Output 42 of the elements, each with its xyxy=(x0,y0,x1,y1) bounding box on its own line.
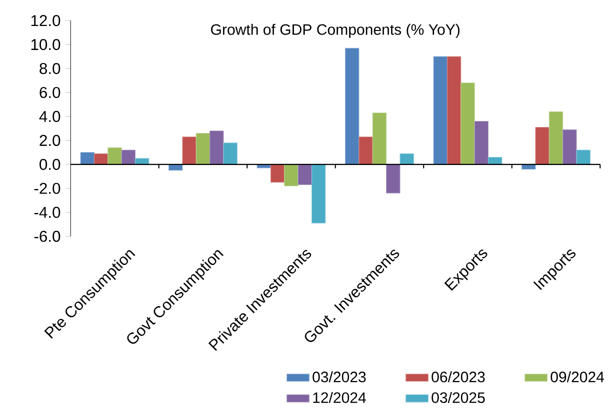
bar xyxy=(182,136,196,165)
bar xyxy=(223,142,238,165)
bar xyxy=(270,164,285,183)
legend-label: 06/2023 xyxy=(432,371,485,382)
y-tick-label: -2.0 xyxy=(34,182,60,194)
bar xyxy=(548,111,564,165)
bar xyxy=(345,48,360,165)
bar xyxy=(284,164,298,186)
bar xyxy=(400,153,414,165)
bar xyxy=(134,158,150,165)
y-tick-label: 2.0 xyxy=(40,134,60,146)
legend-label: 03/2023 xyxy=(312,371,366,382)
bar xyxy=(576,150,590,165)
legend-label: 03/2025 xyxy=(432,392,485,403)
bar xyxy=(386,164,400,194)
y-tick-label: -4.0 xyxy=(34,206,60,218)
bar xyxy=(298,164,312,186)
y-tick-label: 0.0 xyxy=(40,158,60,170)
bar xyxy=(488,156,502,165)
legend-label: 12/2024 xyxy=(313,392,366,403)
y-tick-label: 4.0 xyxy=(39,110,60,122)
bar xyxy=(358,136,373,165)
bar xyxy=(210,130,224,165)
bar xyxy=(562,129,577,165)
chart-title: Growth of GDP Components (% YoY) xyxy=(211,24,460,38)
y-tick-label: 10.0 xyxy=(31,38,60,50)
y-tick-label: 8.0 xyxy=(40,62,60,74)
y-tick-label: 12.0 xyxy=(31,15,60,26)
bar xyxy=(446,56,462,165)
bar xyxy=(433,56,448,165)
bar xyxy=(311,164,326,224)
bar xyxy=(474,120,489,165)
y-tick-label: 6.0 xyxy=(40,86,60,98)
bar xyxy=(196,132,210,165)
bar xyxy=(372,112,387,165)
bar xyxy=(80,152,94,165)
bar xyxy=(460,82,475,165)
bar xyxy=(535,126,550,165)
legend-label: 09/2024 xyxy=(550,371,604,382)
y-tick-label: -6.0 xyxy=(34,230,60,242)
bar xyxy=(108,147,122,165)
bar xyxy=(121,150,136,165)
